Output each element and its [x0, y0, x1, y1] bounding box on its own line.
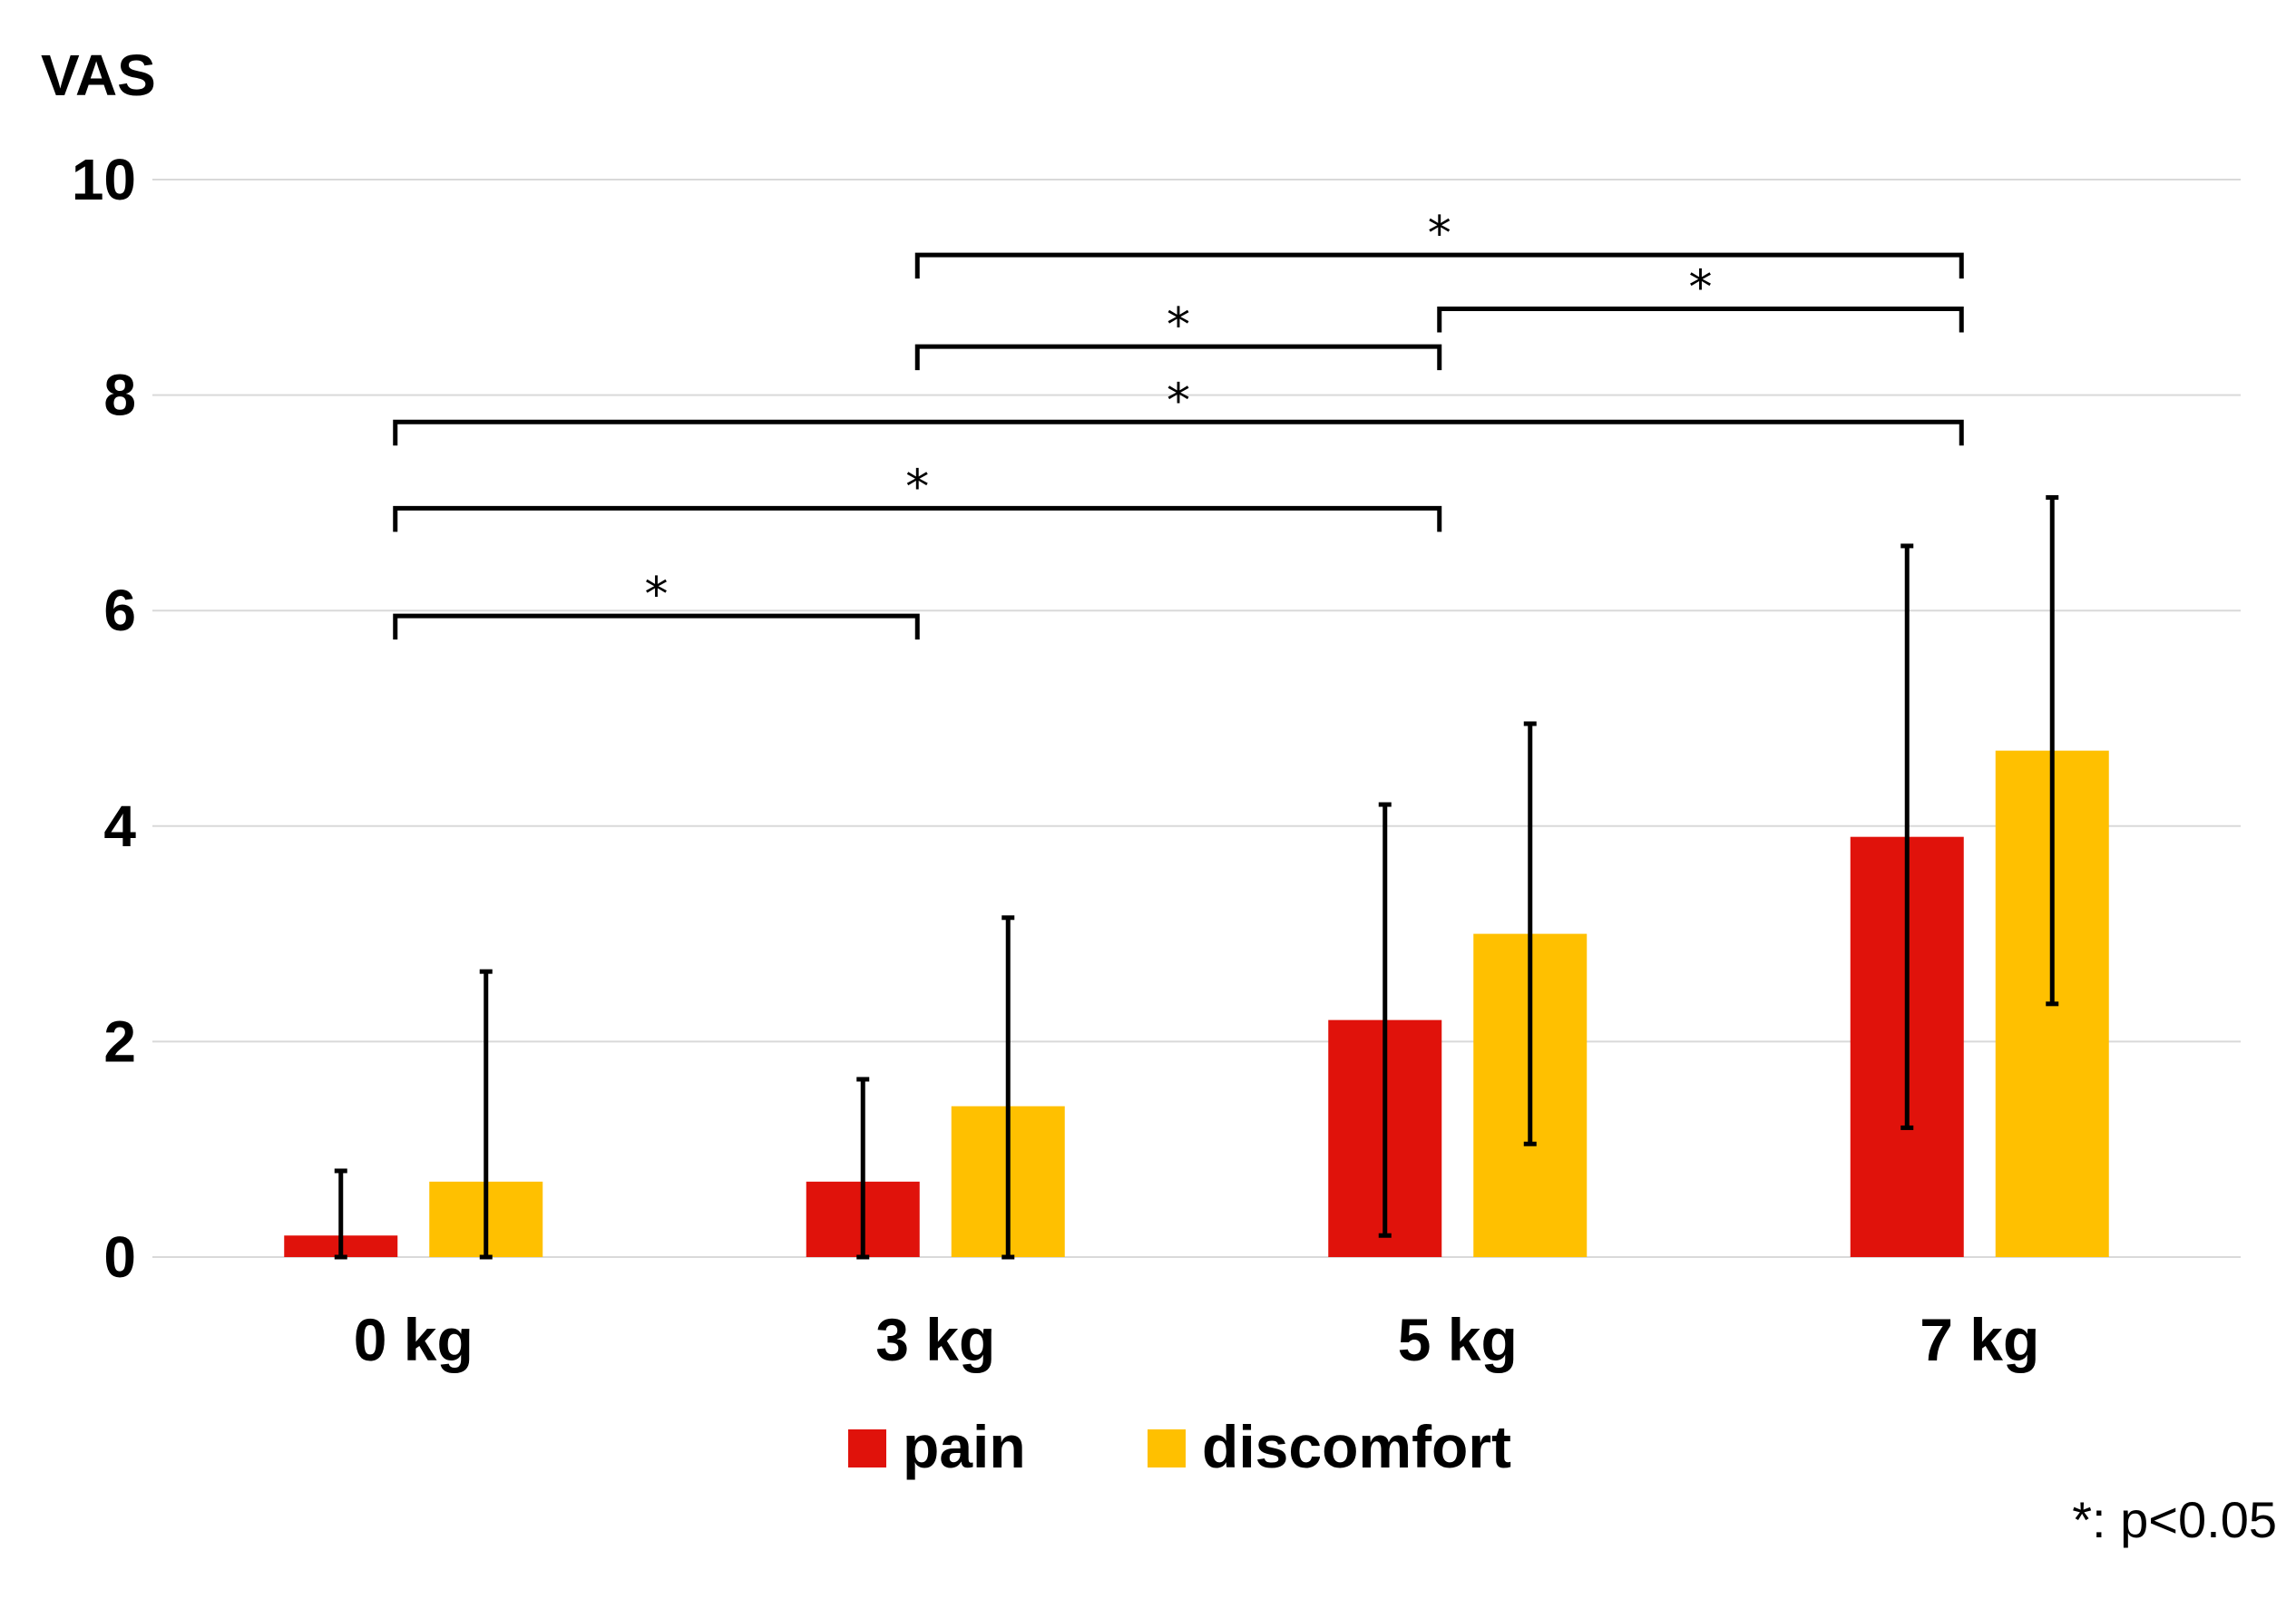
- y-tick-label: 0: [103, 1224, 136, 1290]
- legend-label-pain: pain: [903, 1413, 1026, 1480]
- significance-bracket: [914, 252, 1964, 279]
- significance-star: *: [645, 568, 669, 622]
- y-tick-label: 4: [103, 794, 136, 859]
- significance-note: *: p<0.05: [2072, 1491, 2277, 1548]
- significance-bracket: [393, 419, 1964, 446]
- x-tick-label: 0 kg: [354, 1306, 474, 1373]
- y-tick-label: 2: [103, 1009, 136, 1074]
- y-tick-label: 6: [103, 578, 136, 643]
- significance-bracket: [914, 344, 1442, 371]
- legend: pain discomfort: [848, 1413, 1511, 1480]
- significance-bracket: [1437, 307, 1964, 333]
- x-tick-label: 5 kg: [1398, 1306, 1518, 1373]
- significance-bracket: [393, 613, 920, 640]
- y-tick-label: 10: [72, 147, 136, 212]
- legend-label-discomfort: discomfort: [1202, 1413, 1511, 1480]
- significance-bracket: [393, 505, 1442, 532]
- y-tick-labels: 0 2 4 6 8 10: [72, 147, 137, 1290]
- y-axis-label: VAS: [41, 43, 156, 108]
- significance-star: *: [905, 460, 929, 514]
- x-tick-labels: 0 kg 3 kg 5 kg 7 kg: [354, 1306, 2040, 1373]
- significance-star: *: [1689, 261, 1713, 316]
- legend-swatch-discomfort: [1148, 1429, 1186, 1467]
- significance-star: *: [1428, 207, 1451, 261]
- error-bars: [334, 494, 2059, 1260]
- significance-star: *: [1167, 298, 1190, 353]
- x-tick-label: 3 kg: [875, 1306, 995, 1373]
- significance-star: *: [1167, 374, 1190, 428]
- x-tick-label: 7 kg: [1920, 1306, 2039, 1373]
- legend-swatch-pain: [848, 1429, 886, 1467]
- significance-brackets: * * * * * *: [393, 207, 1964, 640]
- y-tick-label: 8: [103, 363, 136, 428]
